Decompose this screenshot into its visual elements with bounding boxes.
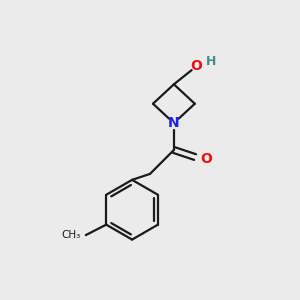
Text: O: O: [200, 152, 212, 166]
Text: H: H: [206, 56, 216, 68]
Text: CH₃: CH₃: [61, 230, 80, 240]
Text: O: O: [190, 59, 202, 74]
Text: N: N: [168, 116, 180, 130]
